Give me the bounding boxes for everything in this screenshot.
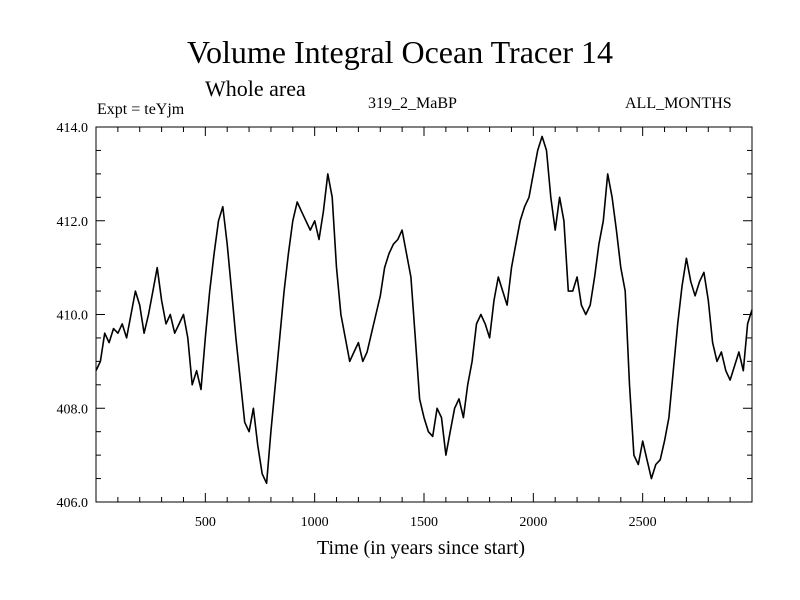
x-tick-label: 500 [195,515,216,530]
series-line [95,135,753,485]
chart-title: Volume Integral Ocean Tracer 14 [187,34,613,70]
y-tick-label: 412.0 [57,215,89,230]
x-tick-label: 1500 [410,515,438,530]
run-id-label: 319_2_MaBP [368,95,457,112]
x-tick-label: 2500 [629,515,657,530]
y-tick-label: 410.0 [57,309,89,324]
y-tick-label: 408.0 [57,402,89,417]
x-tick-label: 1000 [301,515,329,530]
y-tick-label: 414.0 [57,121,89,136]
x-axis-label: Time (in years since start) [316,537,526,559]
months-label: ALL_MONTHS [625,95,732,112]
plot-frame [95,126,753,503]
x-tick-label: 2000 [519,515,547,530]
experiment-label: Expt = teYjm [97,101,185,118]
y-tick-label: 406.0 [57,496,89,511]
chart-subtitle: Whole area [205,76,306,101]
